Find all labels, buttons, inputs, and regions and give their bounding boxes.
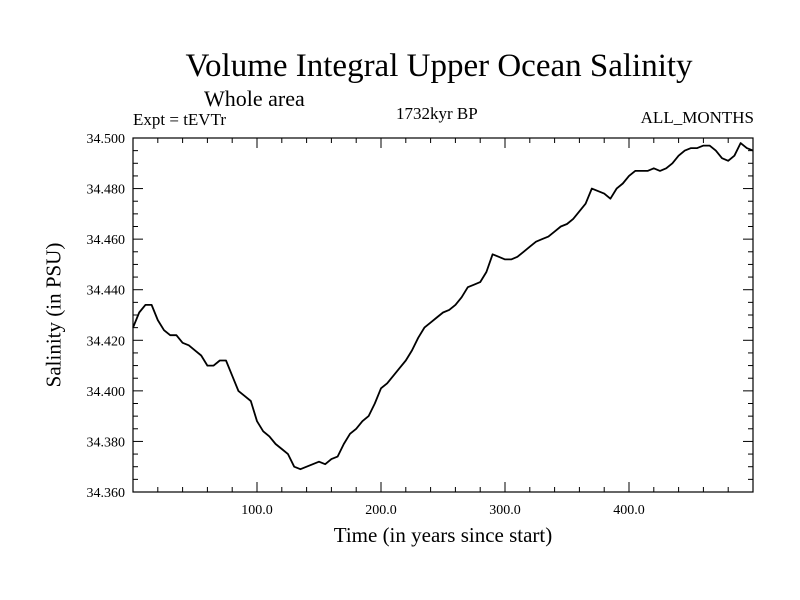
y-ticks: 34.360 34.380 34.400 34.420 34.440 34.460 34.4… (87, 132, 753, 501)
y-tick-label: 34.360 (87, 486, 126, 501)
y-tick-label: 34.480 (87, 183, 126, 198)
salinity-series-line (132, 142, 754, 471)
y-tick-label: 34.380 (87, 435, 126, 450)
plot-frame (132, 137, 754, 493)
y-tick-label: 34.420 (87, 334, 126, 349)
x-ticks: 100.0 200.0 300.0 400.0 (157, 138, 729, 518)
experiment-label: Expt = tEVTr (133, 110, 227, 129)
y-tick-label: 34.500 (87, 132, 126, 147)
y-tick-label: 34.440 (87, 284, 126, 299)
x-axis-label: Time (in years since start) (333, 523, 553, 547)
x-tick-label: 400.0 (613, 503, 645, 518)
period-label: 1732kyr BP (396, 104, 478, 123)
x-tick-label: 100.0 (241, 503, 273, 518)
y-tick-label: 34.460 (87, 233, 126, 248)
chart-title: Volume Integral Upper Ocean Salinity (185, 48, 693, 84)
months-label: ALL_MONTHS (640, 108, 754, 127)
x-tick-label: 300.0 (489, 503, 521, 518)
chart-subtitle: Whole area (204, 86, 305, 111)
y-tick-label: 34.400 (87, 385, 126, 400)
x-tick-label: 200.0 (365, 503, 397, 518)
